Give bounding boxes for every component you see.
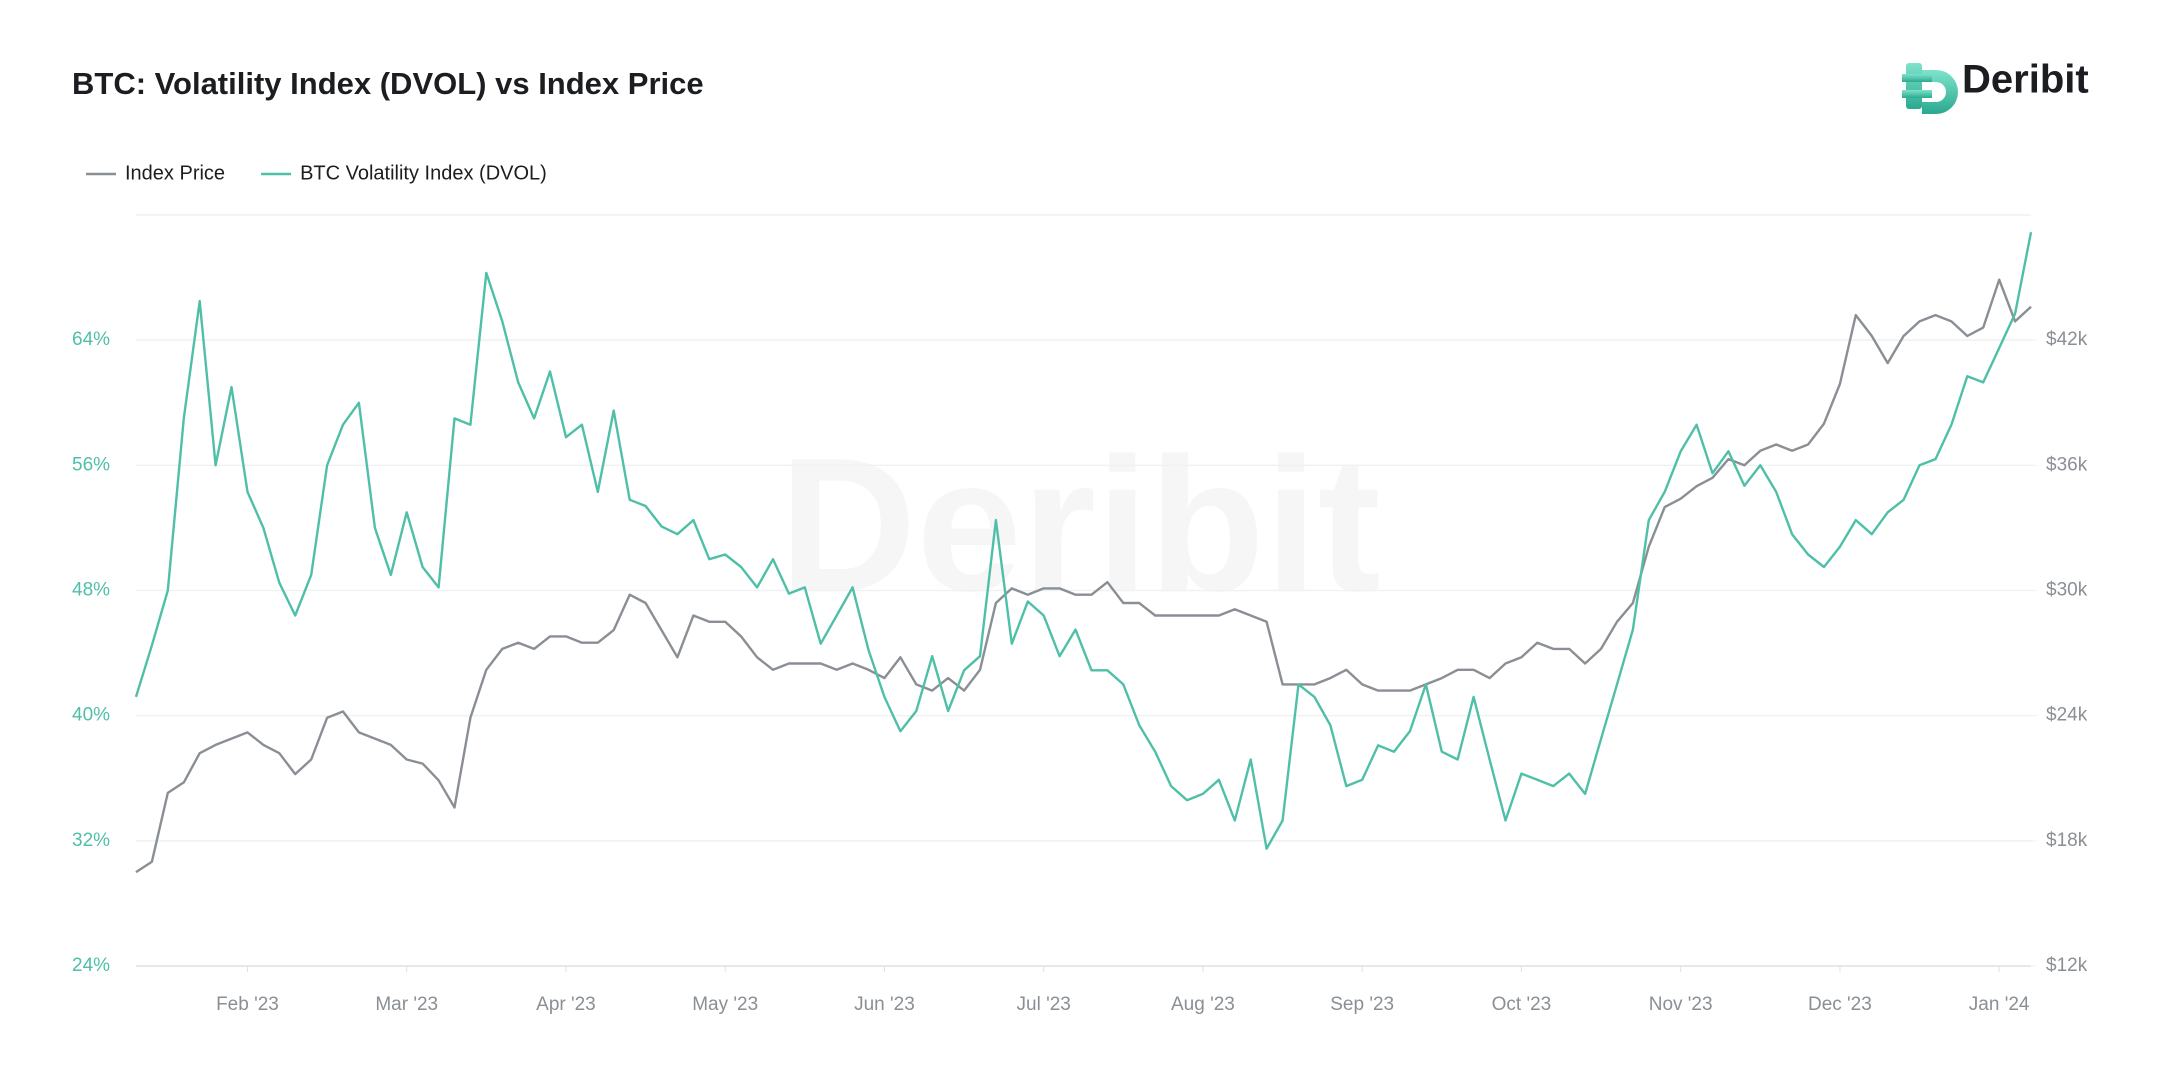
- logo-icon: [1902, 63, 1958, 114]
- x-tick-label: Jun '23: [854, 994, 915, 1015]
- x-tick-label: Jul '23: [1017, 994, 1071, 1015]
- x-tick-label: Feb '23: [216, 994, 279, 1015]
- watermark: Deribit: [779, 419, 1381, 631]
- y-tick-label: 32%: [72, 830, 110, 851]
- x-tick-label: Apr '23: [536, 994, 596, 1015]
- y2-tick-label: $24k: [2046, 705, 2088, 726]
- y2-tick-label: $30k: [2046, 580, 2088, 601]
- series-line: [134, 231, 2033, 850]
- x-tick-label: Jan '24: [1969, 994, 2030, 1015]
- y2-tick-label: $18k: [2046, 830, 2088, 851]
- logo-text: Deribit: [1962, 58, 2089, 102]
- legend-label: BTC Volatility Index (DVOL): [300, 162, 547, 184]
- x-tick-label: Nov '23: [1649, 994, 1713, 1015]
- x-tick-label: Aug '23: [1171, 994, 1235, 1015]
- legend: Index Price BTC Volatility Index (DVOL): [86, 162, 547, 184]
- legend-label: Index Price: [125, 162, 225, 184]
- x-tick-label: Dec '23: [1808, 994, 1872, 1015]
- series-line: [135, 278, 2032, 874]
- x-tick-label: Sep '23: [1330, 994, 1394, 1015]
- x-tick-label: Mar '23: [375, 994, 438, 1015]
- y-tick-label: 64%: [72, 329, 110, 350]
- x-tick-label: Oct '23: [1492, 994, 1552, 1015]
- chart-title: BTC: Volatility Index (DVOL) vs Index Pr…: [72, 66, 704, 101]
- y2-tick-label: $42k: [2046, 329, 2088, 350]
- y-tick-label: 24%: [72, 955, 110, 976]
- y-tick-label: 40%: [72, 705, 110, 726]
- y2-tick-label: $12k: [2046, 955, 2088, 976]
- y-tick-label: 56%: [72, 454, 110, 475]
- x-tick-label: May '23: [692, 994, 758, 1015]
- y2-tick-label: $36k: [2046, 454, 2088, 475]
- y-tick-label: 48%: [72, 580, 110, 601]
